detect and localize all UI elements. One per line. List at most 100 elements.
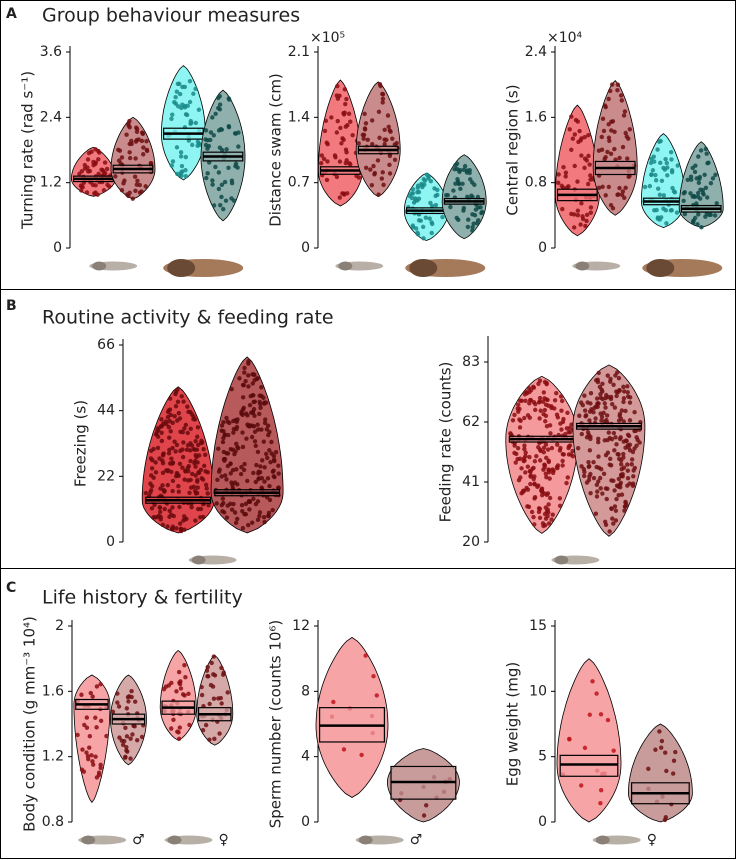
jitter-dot <box>93 715 98 720</box>
jitter-dot <box>207 737 212 742</box>
jitter-dot <box>199 692 205 698</box>
jitter-dot <box>658 138 663 144</box>
jitter-dot <box>655 215 661 220</box>
jitter-dot <box>621 451 626 457</box>
y-tick-label: 0 <box>301 240 310 256</box>
jitter-dot <box>210 178 215 183</box>
jitter-dot <box>224 147 229 152</box>
jitter-dot <box>205 171 210 176</box>
jitter-dot <box>567 127 572 132</box>
jitter-dot <box>257 411 262 417</box>
jitter-dot <box>603 104 608 110</box>
jitter-dot <box>421 236 426 241</box>
jitter-dot <box>262 479 267 484</box>
jitter-dot <box>655 186 661 191</box>
jitter-dot <box>219 423 225 428</box>
jitter-dot <box>159 430 164 435</box>
jitter-dot <box>219 503 224 508</box>
jitter-dot <box>582 156 588 161</box>
jitter-dot <box>193 464 198 469</box>
jitter-dot <box>513 460 518 465</box>
jitter-dot <box>413 196 418 201</box>
jitter-dot <box>195 460 200 465</box>
jitter-dot <box>126 699 131 704</box>
jitter-dot <box>669 170 675 175</box>
jitter-dot <box>561 452 566 457</box>
jitter-dot <box>170 112 175 117</box>
jitter-dot <box>222 510 227 515</box>
jitter-dot <box>84 725 90 730</box>
jitter-dot <box>606 135 612 140</box>
jitter-dot <box>240 508 245 514</box>
jitter-dot <box>168 429 173 434</box>
y-tick-label: 66 <box>97 337 115 353</box>
jitter-dot <box>242 365 247 371</box>
jitter-dot <box>180 429 185 435</box>
jitter-dot <box>174 442 180 448</box>
jitter-dot <box>276 485 281 491</box>
jitter-dot <box>559 427 564 432</box>
jitter-dot <box>231 501 236 507</box>
jitter-dot <box>217 102 223 107</box>
jitter-dot <box>594 482 600 488</box>
jitter-dot <box>205 491 210 496</box>
jitter-dot <box>392 142 398 147</box>
group-label: ♀ <box>219 832 229 848</box>
jitter-dot <box>598 800 603 806</box>
jitter-dot <box>200 727 206 733</box>
jitter-dot <box>544 380 549 386</box>
jitter-dot <box>215 477 220 483</box>
jitter-dot <box>149 466 155 471</box>
jitter-dot <box>141 145 146 150</box>
y-tick-label: 10 <box>529 683 547 699</box>
jitter-dot <box>343 124 349 129</box>
jitter-dot <box>251 393 256 398</box>
jitter-dot <box>708 180 714 186</box>
jitter-dot <box>451 188 456 193</box>
jitter-dot <box>203 469 208 474</box>
jitter-dot <box>240 395 246 400</box>
jitter-dot <box>180 169 185 174</box>
jitter-dot <box>472 182 477 188</box>
jitter-dot <box>124 745 129 750</box>
jitter-dot <box>169 116 174 122</box>
jitter-dot <box>241 467 247 473</box>
jitter-dot <box>519 491 524 496</box>
jitter-dot <box>263 417 268 422</box>
jitter-dot <box>170 527 175 532</box>
y-tick-label: 2.1 <box>288 44 310 60</box>
y-tick-label: 2.4 <box>525 44 547 60</box>
jitter-dot <box>625 384 630 389</box>
fish-icon <box>575 261 590 271</box>
jitter-dot <box>600 184 605 189</box>
jitter-dot <box>590 679 595 684</box>
jitter-dot <box>632 428 637 434</box>
jitter-dot <box>82 166 88 171</box>
jitter-dot <box>182 517 188 522</box>
jitter-dot <box>188 485 194 490</box>
jitter-dot <box>335 96 341 101</box>
jitter-dot <box>593 511 599 516</box>
jitter-dot <box>193 518 198 523</box>
jitter-dot <box>372 172 377 177</box>
jitter-dot <box>261 439 266 444</box>
jitter-dot <box>525 413 531 418</box>
jitter-dot <box>556 172 561 177</box>
jitter-dot <box>255 517 261 523</box>
jitter-dot <box>582 745 588 751</box>
jitter-dot <box>622 508 627 513</box>
jitter-dot <box>233 164 238 169</box>
jitter-dot <box>169 680 174 686</box>
jitter-dot <box>713 172 718 178</box>
jitter-dot <box>531 514 536 520</box>
jitter-dot <box>385 113 391 118</box>
jitter-dot <box>174 689 179 694</box>
jitter-dot <box>208 130 214 135</box>
jitter-dot <box>688 191 693 196</box>
jitter-dot <box>415 232 421 237</box>
jitter-dot <box>419 181 424 187</box>
jitter-dot <box>603 405 608 410</box>
jitter-dot <box>84 750 89 755</box>
jitter-dot <box>187 78 193 84</box>
